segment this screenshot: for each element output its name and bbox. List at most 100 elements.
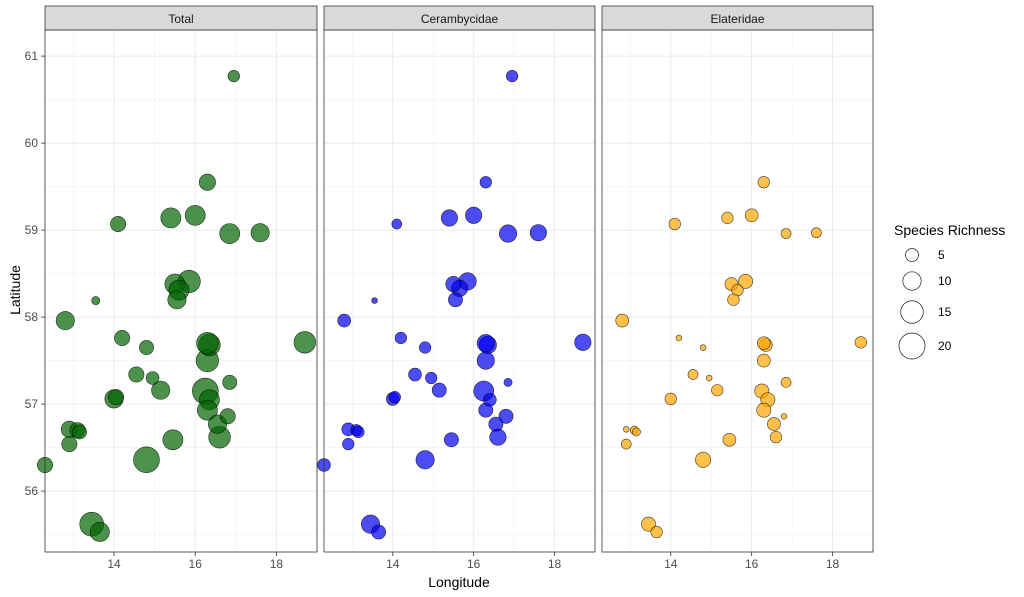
data-point xyxy=(89,522,110,542)
data-point xyxy=(198,173,216,191)
x-tick-label: 18 xyxy=(548,557,562,571)
data-point xyxy=(780,377,792,388)
facet-strip xyxy=(44,5,318,31)
data-point xyxy=(699,344,707,351)
data-point xyxy=(250,223,270,243)
data-point xyxy=(431,382,447,398)
data-point xyxy=(505,69,519,83)
legend-key xyxy=(905,248,919,262)
data-point xyxy=(440,209,458,227)
data-point xyxy=(222,374,238,390)
panel-elateridae: Elateridae xyxy=(601,5,874,553)
data-point xyxy=(668,217,681,231)
data-point xyxy=(498,408,514,424)
data-point xyxy=(574,333,592,351)
data-point xyxy=(445,276,462,293)
data-point xyxy=(443,432,459,448)
data-point xyxy=(196,332,219,355)
data-point xyxy=(615,313,630,328)
data-point xyxy=(391,218,403,230)
data-point xyxy=(108,389,125,406)
legend-key xyxy=(902,271,922,291)
data-point xyxy=(623,426,630,433)
y-axis: 56 57 58 59 60 61 xyxy=(25,49,45,498)
facet-strip-label: Cerambycidae xyxy=(421,12,499,26)
data-point xyxy=(227,69,240,83)
facet-strip-label: Total xyxy=(168,12,193,26)
data-point xyxy=(219,223,241,244)
legend-key xyxy=(898,332,926,360)
data-point xyxy=(722,432,737,447)
data-point xyxy=(664,392,677,405)
x-tick-label: 18 xyxy=(826,557,840,571)
data-point xyxy=(91,296,101,305)
facet-strip-label: Elateridae xyxy=(710,12,764,26)
panel-total: Total xyxy=(37,5,318,553)
data-point xyxy=(394,331,407,345)
data-point xyxy=(114,329,131,346)
x-tick-label: 14 xyxy=(386,557,400,571)
data-point xyxy=(133,446,160,474)
data-point xyxy=(631,427,641,437)
data-point xyxy=(448,292,463,308)
data-point xyxy=(721,211,734,225)
x-tick-label: 18 xyxy=(270,557,284,571)
data-point xyxy=(419,341,432,354)
data-point xyxy=(61,436,78,453)
data-point xyxy=(488,416,504,432)
data-point xyxy=(767,417,781,431)
data-point xyxy=(705,374,713,382)
data-point xyxy=(408,367,422,382)
y-tick-label: 56 xyxy=(25,484,39,498)
data-point xyxy=(769,431,783,444)
data-point xyxy=(711,384,724,397)
data-point xyxy=(503,377,513,387)
panels-layer: Total Cerambycidae Elateridae xyxy=(37,5,874,553)
x-tick-label: 16 xyxy=(467,557,481,571)
data-point xyxy=(293,331,316,354)
facet-strip xyxy=(601,5,874,31)
x-tick-label: 16 xyxy=(745,557,759,571)
data-point xyxy=(167,290,187,310)
data-point xyxy=(415,450,435,470)
data-point xyxy=(476,351,495,370)
x-tick-label: 14 xyxy=(664,557,678,571)
legend-title: Species Richness xyxy=(894,222,1005,238)
data-point xyxy=(756,336,771,351)
data-point xyxy=(110,216,127,233)
data-point xyxy=(371,524,387,540)
data-point xyxy=(529,224,547,242)
panel-cerambycidae: Cerambycidae xyxy=(317,5,596,553)
x-axis-title: Longitude xyxy=(428,574,490,590)
data-point xyxy=(388,391,401,404)
y-tick-label: 61 xyxy=(25,49,39,63)
y-tick-label: 58 xyxy=(25,310,39,324)
data-point xyxy=(756,353,771,368)
data-point xyxy=(727,293,740,306)
data-point xyxy=(72,424,87,440)
x-axis: 14 16 18 14 16 18 14 16 18 xyxy=(107,552,840,571)
data-point xyxy=(620,438,632,450)
data-point xyxy=(465,206,483,224)
data-point xyxy=(184,204,206,226)
data-point xyxy=(695,451,712,468)
data-point xyxy=(479,176,492,189)
y-tick-label: 60 xyxy=(25,136,39,150)
data-point xyxy=(139,340,154,355)
data-point xyxy=(641,516,656,532)
legend-label: 10 xyxy=(938,274,952,288)
y-axis-title: Latitude xyxy=(7,265,23,315)
data-point xyxy=(162,429,184,451)
data-point xyxy=(425,371,438,385)
data-point xyxy=(55,311,75,331)
x-tick-label: 16 xyxy=(189,557,203,571)
data-point xyxy=(744,208,759,223)
data-point xyxy=(151,380,171,400)
y-tick-label: 57 xyxy=(25,397,39,411)
data-point xyxy=(337,313,352,328)
data-point xyxy=(738,274,754,289)
data-point xyxy=(756,402,772,418)
legend-label: 5 xyxy=(938,248,945,262)
data-point xyxy=(476,334,495,353)
data-point xyxy=(675,334,683,342)
